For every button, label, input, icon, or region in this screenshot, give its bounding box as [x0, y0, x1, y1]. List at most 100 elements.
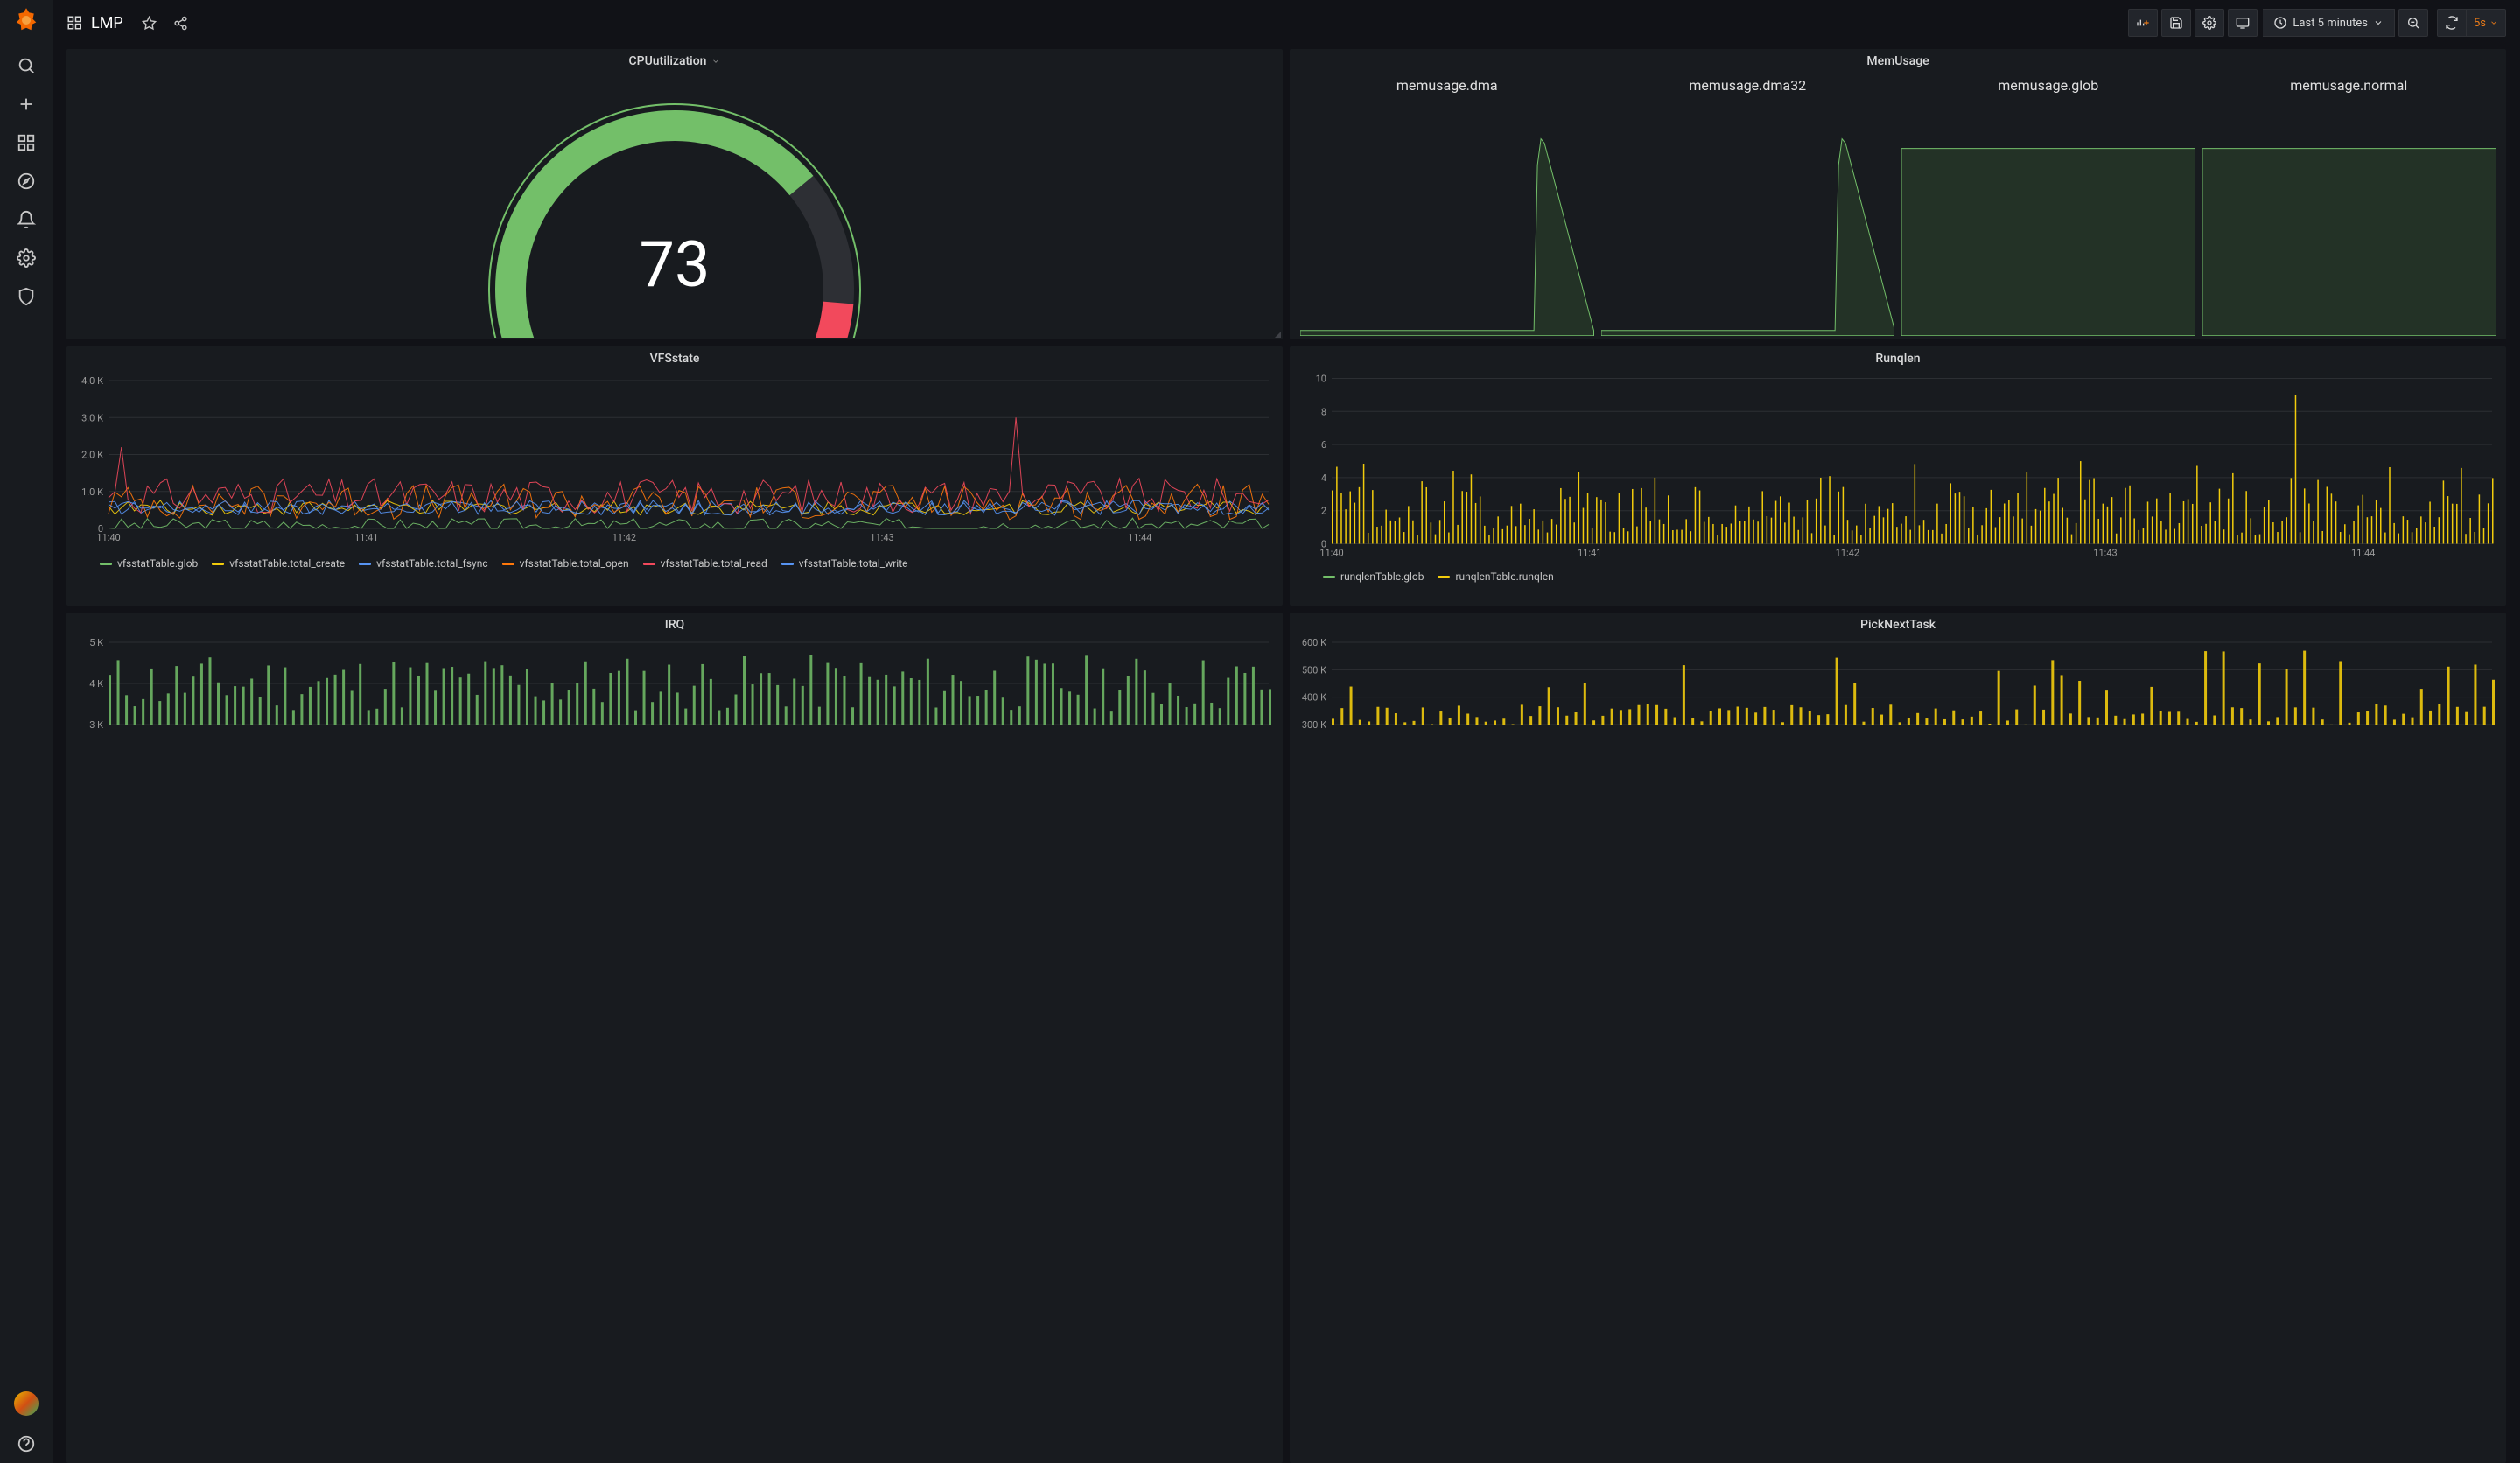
- legend-label: vfsstatTable.total_write: [799, 557, 908, 570]
- dashboards-icon[interactable]: [9, 125, 44, 160]
- gauge-value: 73: [640, 228, 710, 302]
- mem-label: memusage.dma32: [1601, 77, 1895, 94]
- user-avatar[interactable]: [14, 1391, 38, 1416]
- svg-text:300 K: 300 K: [1302, 719, 1326, 731]
- grafana-logo-icon[interactable]: [13, 7, 39, 33]
- panel-vfsstate[interactable]: VFSstate 01.0 K2.0 K3.0 K4.0 K11:4011:41…: [66, 346, 1283, 606]
- refresh-button[interactable]: [2437, 9, 2467, 37]
- legend-swatch: [1323, 576, 1335, 578]
- svg-text:2: 2: [1321, 506, 1326, 517]
- svg-text:6: 6: [1321, 439, 1326, 451]
- mem-label: memusage.glob: [1901, 77, 2195, 94]
- help-icon[interactable]: [9, 1426, 44, 1461]
- legend: vfsstatTable.glob vfsstatTable.total_crea…: [74, 554, 1276, 570]
- save-button[interactable]: [2161, 9, 2191, 37]
- timerange-picker[interactable]: Last 5 minutes: [2263, 9, 2395, 37]
- legend-label: vfsstatTable.total_open: [520, 557, 629, 570]
- gauge: 73: [66, 74, 1283, 340]
- memusage-row: memusage.dma memusage.dma32 memusage.glo…: [1300, 77, 2496, 336]
- svg-text:400 K: 400 K: [1302, 692, 1326, 704]
- svg-text:11:40: 11:40: [1320, 548, 1343, 559]
- dashboard-title[interactable]: LMP: [91, 14, 123, 32]
- svg-text:11:41: 11:41: [354, 532, 378, 543]
- svg-text:2.0 K: 2.0 K: [81, 450, 103, 461]
- chart-area: 01.0 K2.0 K3.0 K4.0 K11:4011:4111:4211:4…: [74, 371, 1276, 598]
- svg-text:11:43: 11:43: [870, 532, 893, 543]
- mem-cell: memusage.dma32: [1601, 77, 1895, 336]
- svg-text:11:43: 11:43: [2093, 548, 2117, 559]
- svg-text:11:44: 11:44: [1128, 532, 1152, 543]
- panel-irq[interactable]: IRQ 3 K 4 K 5 K: [66, 612, 1283, 1463]
- panel-title-label: CPUutilization: [629, 54, 707, 68]
- mem-label: memusage.dma: [1300, 77, 1594, 94]
- refresh-interval-picker[interactable]: 5s: [2467, 9, 2506, 37]
- mem-cell: memusage.dma: [1300, 77, 1594, 336]
- svg-text:11:42: 11:42: [612, 532, 636, 543]
- svg-text:3 K: 3 K: [89, 719, 103, 731]
- chart-area: 024681011:4011:4111:4211:4311:44 runqlen…: [1297, 371, 2499, 598]
- svg-text:11:42: 11:42: [1836, 548, 1859, 559]
- legend: runqlenTable.glob runqlenTable.runqlen: [1297, 567, 2499, 583]
- mem-cell: memusage.glob: [1901, 77, 2195, 336]
- legend-item[interactable]: vfsstatTable.total_fsync: [359, 557, 487, 570]
- panel-memusage[interactable]: MemUsage memusage.dma memusage.dma32 mem…: [1290, 49, 2506, 340]
- refresh-rate-label: 5s: [2474, 17, 2486, 30]
- legend-label: vfsstatTable.glob: [117, 557, 198, 570]
- zoom-out-button[interactable]: [2398, 9, 2428, 37]
- svg-text:600 K: 600 K: [1302, 637, 1326, 648]
- sparkline: [1601, 95, 1895, 336]
- chevron-down-icon[interactable]: [711, 57, 720, 66]
- chart-area: 300 K 400 K 500 K 600 K: [1297, 637, 2499, 1456]
- svg-text:11:44: 11:44: [2351, 548, 2375, 559]
- dashboard-crumb-icon[interactable]: [66, 15, 82, 31]
- mem-label: memusage.normal: [2202, 77, 2496, 94]
- panel-picknext[interactable]: PickNextTask 300 K 400 K 500 K 600 K: [1290, 612, 2506, 1463]
- legend-item[interactable]: runqlenTable.glob: [1323, 570, 1424, 583]
- shield-icon[interactable]: [9, 279, 44, 314]
- legend-swatch: [502, 563, 514, 565]
- alerts-icon[interactable]: [9, 202, 44, 237]
- legend-item[interactable]: vfsstatTable.total_open: [502, 557, 629, 570]
- legend-swatch: [1438, 576, 1450, 578]
- dashboard-grid: CPUutilization 73 MemUsage memusage.dma …: [52, 46, 2520, 1463]
- legend-label: vfsstatTable.total_read: [661, 557, 767, 570]
- tv-mode-button[interactable]: [2228, 9, 2258, 37]
- legend-item[interactable]: vfsstatTable.total_write: [781, 557, 908, 570]
- settings-icon[interactable]: [9, 241, 44, 276]
- legend-swatch: [781, 563, 794, 565]
- panel-title-label: PickNextTask: [1860, 618, 1936, 632]
- chart-area: 3 K 4 K 5 K: [74, 637, 1276, 1456]
- plus-icon[interactable]: [9, 87, 44, 122]
- legend-item[interactable]: vfsstatTable.total_read: [643, 557, 767, 570]
- sidebar: [0, 0, 52, 1463]
- legend-item[interactable]: runqlenTable.runqlen: [1438, 570, 1553, 583]
- panel-title-label: IRQ: [665, 618, 684, 632]
- svg-text:4: 4: [1321, 472, 1326, 484]
- legend-swatch: [643, 563, 655, 565]
- svg-text:11:41: 11:41: [1578, 548, 1601, 559]
- svg-text:500 K: 500 K: [1302, 664, 1326, 676]
- resize-handle-icon[interactable]: [1275, 332, 1281, 338]
- legend-item[interactable]: vfsstatTable.glob: [100, 557, 198, 570]
- legend-item[interactable]: vfsstatTable.total_create: [212, 557, 345, 570]
- sparkline: [2202, 95, 2496, 336]
- dashboard-settings-button[interactable]: [2194, 9, 2224, 37]
- svg-text:4.0 K: 4.0 K: [81, 375, 103, 387]
- panel-title-label: VFSstate: [650, 352, 700, 366]
- topbar: LMP Last 5 minutes 5s: [52, 0, 2520, 46]
- sparkline: [1901, 95, 2195, 336]
- svg-text:8: 8: [1321, 406, 1326, 417]
- legend-label: vfsstatTable.total_create: [229, 557, 345, 570]
- panel-title-label: MemUsage: [1866, 54, 1928, 68]
- star-icon[interactable]: [136, 9, 164, 37]
- svg-text:5 K: 5 K: [89, 637, 103, 648]
- explore-icon[interactable]: [9, 164, 44, 199]
- svg-text:4 K: 4 K: [89, 678, 103, 690]
- share-icon[interactable]: [167, 9, 195, 37]
- legend-swatch: [359, 563, 371, 565]
- panel-runqlen[interactable]: Runqlen 024681011:4011:4111:4211:4311:44…: [1290, 346, 2506, 606]
- add-panel-button[interactable]: [2128, 9, 2158, 37]
- search-icon[interactable]: [9, 48, 44, 83]
- legend-label: runqlenTable.runqlen: [1455, 570, 1553, 583]
- panel-cpu[interactable]: CPUutilization 73: [66, 49, 1283, 340]
